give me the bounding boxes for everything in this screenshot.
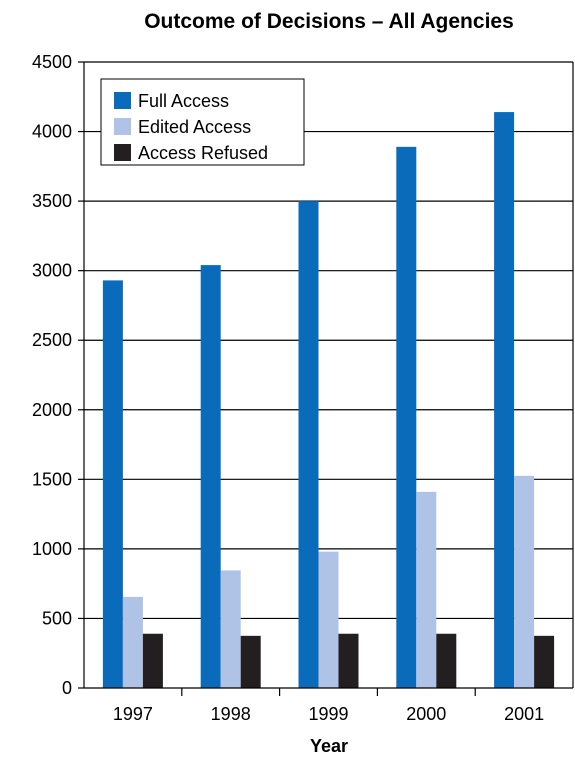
bar-edited-access-1998 bbox=[220, 570, 241, 688]
legend-label: Access Refused bbox=[138, 143, 268, 163]
axes bbox=[83, 62, 574, 689]
legend-swatch bbox=[114, 144, 131, 161]
bar-access-refused-2001 bbox=[534, 635, 555, 688]
legend-box bbox=[100, 78, 305, 166]
bar-full-access-2000 bbox=[396, 146, 417, 688]
y-tick-label: 4000 bbox=[32, 122, 72, 142]
x-tick-labels: 1997 1998 1999 2000 2001 bbox=[113, 688, 544, 724]
legend-swatch bbox=[114, 118, 131, 135]
legend-label: Full Access bbox=[138, 91, 229, 111]
y-tick-label: 3000 bbox=[32, 261, 72, 281]
y-tick-label: 0 bbox=[62, 678, 72, 698]
x-tick-label: 1998 bbox=[211, 704, 251, 724]
legend-label: Edited Access bbox=[138, 117, 251, 137]
y-tick-label: 3500 bbox=[32, 191, 72, 211]
bar-full-access-1997 bbox=[102, 280, 123, 688]
x-tick-label: 2000 bbox=[406, 704, 446, 724]
bar-edited-access-1999 bbox=[318, 551, 339, 688]
bar-access-refused-1999 bbox=[338, 633, 359, 688]
legend: Full Access Edited Access Access Refused bbox=[100, 78, 305, 166]
x-tick-label: 2001 bbox=[504, 704, 544, 724]
y-tick-label: 500 bbox=[42, 608, 72, 628]
bar-edited-access-2001 bbox=[514, 475, 535, 688]
y-tick-label: 1000 bbox=[32, 539, 72, 559]
bar-edited-access-1997 bbox=[122, 596, 143, 688]
bar-access-refused-2000 bbox=[436, 633, 457, 688]
x-tick-label: 1997 bbox=[113, 704, 153, 724]
legend-swatch bbox=[114, 92, 131, 109]
x-tick-label: 1999 bbox=[308, 704, 348, 724]
grid bbox=[84, 61, 573, 620]
bar-full-access-2001 bbox=[494, 112, 515, 688]
y-tick-label: 4500 bbox=[32, 52, 72, 72]
y-tick-label: 2000 bbox=[32, 400, 72, 420]
y-tick-labels: 0 500 1000 1500 2000 2500 3000 3500 4000 4500 bbox=[32, 52, 84, 698]
y-tick-label: 2500 bbox=[32, 330, 72, 350]
bar-access-refused-1997 bbox=[142, 633, 163, 688]
bar-full-access-1998 bbox=[200, 265, 221, 688]
bars bbox=[102, 112, 555, 688]
y-tick-label: 1500 bbox=[32, 469, 72, 489]
bar-full-access-1999 bbox=[298, 201, 319, 688]
bar-access-refused-1998 bbox=[240, 635, 261, 688]
chart-title: Outcome of Decisions – All Agencies bbox=[144, 10, 514, 33]
x-axis-label: Year bbox=[310, 736, 348, 756]
bar-edited-access-2000 bbox=[416, 491, 437, 688]
